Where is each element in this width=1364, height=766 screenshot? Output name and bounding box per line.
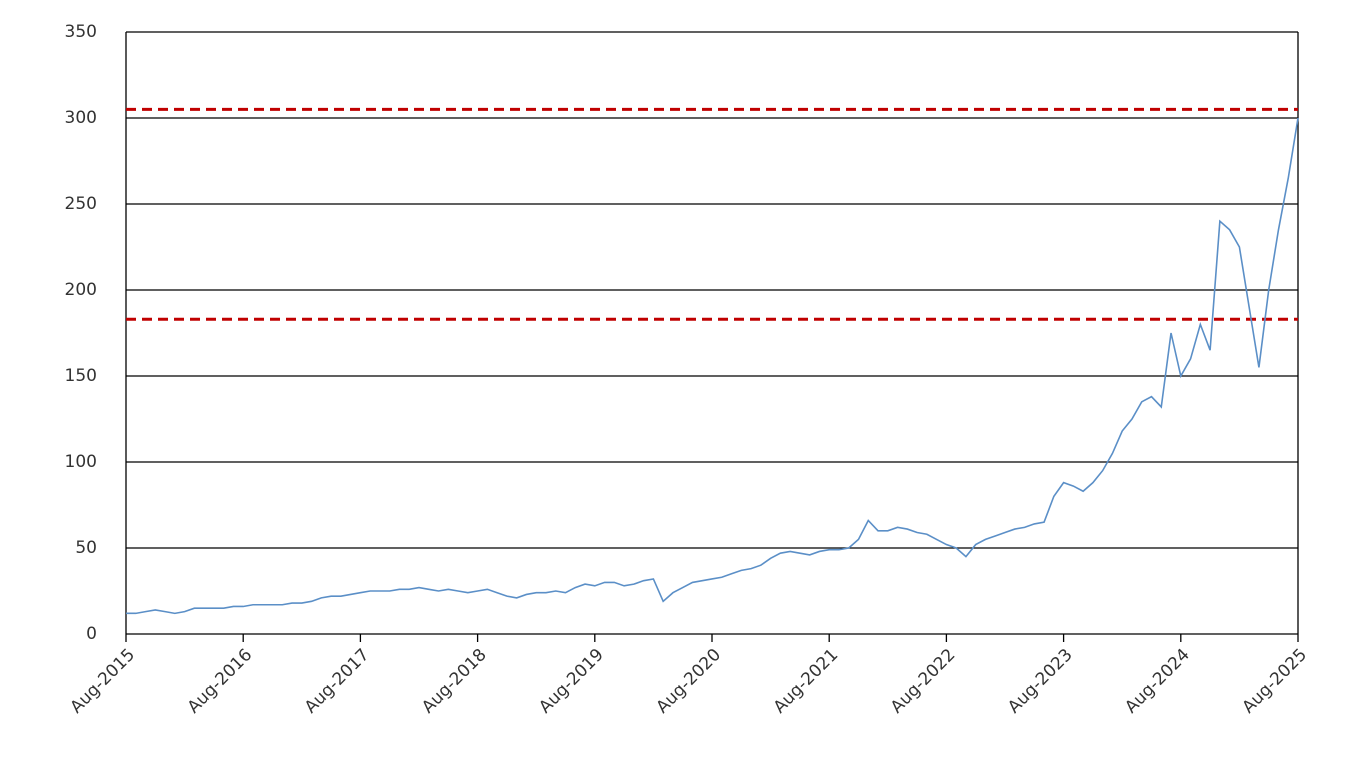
x-tick-label: Aug-2025 [1239, 645, 1312, 718]
y-tick-label: 0 [86, 624, 97, 644]
y-tick-label: 150 [65, 366, 97, 386]
y-tick-label: 200 [65, 280, 97, 300]
x-tick-label: Aug-2024 [1121, 645, 1194, 718]
x-tick-label: Aug-2019 [535, 645, 608, 718]
y-tick-label: 300 [65, 108, 97, 128]
x-tick-label: Aug-2022 [887, 645, 960, 718]
x-tick-label: Aug-2016 [184, 645, 257, 718]
x-tick-label: Aug-2018 [418, 645, 491, 718]
y-tick-label: 350 [65, 22, 97, 42]
x-tick-label: Aug-2021 [770, 645, 843, 718]
x-tick-label: Aug-2015 [67, 645, 140, 718]
x-tick-label: Aug-2023 [1004, 645, 1077, 718]
line-series [126, 117, 1299, 615]
x-tick-label: Aug-2017 [301, 645, 374, 718]
y-tick-label: 100 [65, 452, 97, 472]
x-tick-label: Aug-2020 [653, 645, 726, 718]
y-tick-label: 250 [65, 194, 97, 214]
y-tick-label: 50 [75, 538, 97, 558]
